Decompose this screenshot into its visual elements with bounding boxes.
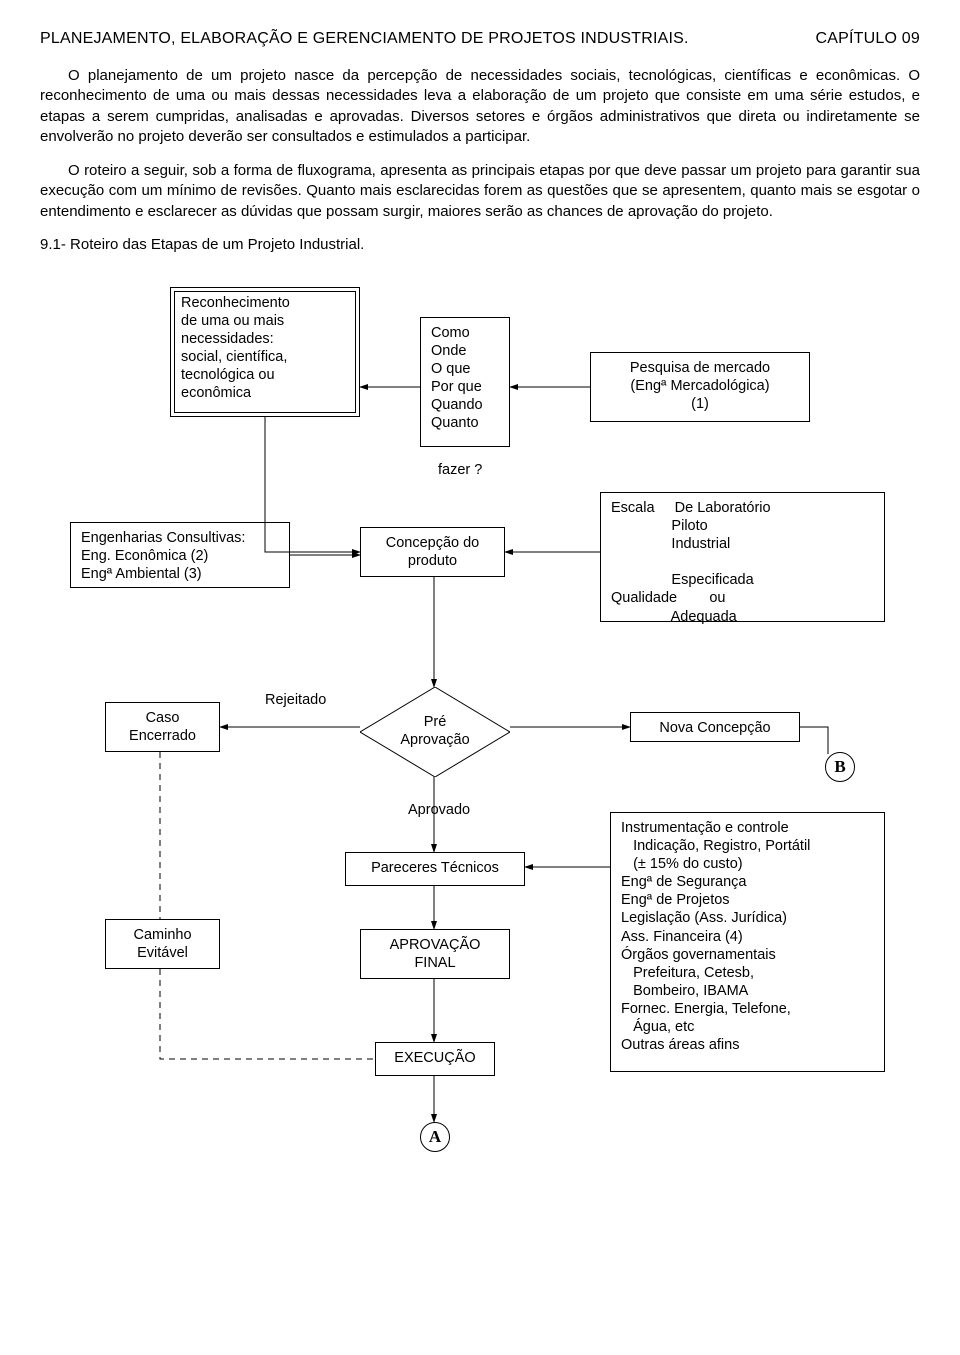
node-nova: Nova Concepção — [630, 712, 800, 742]
node-exec: EXECUÇÃO — [375, 1042, 495, 1076]
section-title: 9.1- Roteiro das Etapas de um Projeto In… — [40, 236, 920, 253]
paragraph-1: O planejamento de um projeto nasce da pe… — [40, 66, 920, 147]
node-escala: Escala De Laboratório Piloto Industrial … — [600, 492, 885, 622]
decision-pre: PréAprovação — [360, 687, 510, 777]
node-caso: CasoEncerrado — [105, 702, 220, 752]
connector-a: A — [420, 1122, 450, 1152]
header-left: PLANEJAMENTO, ELABORAÇÃO E GERENCIAMENTO… — [40, 30, 689, 48]
node-consult: Engenharias Consultivas:Eng. Econômica (… — [70, 522, 290, 588]
label-fazer: fazer ? — [438, 462, 482, 478]
node-evit: CaminhoEvitável — [105, 919, 220, 969]
node-concepcao: Concepção doproduto — [360, 527, 505, 577]
node-questions: ComoOndeO quePor queQuandoQuanto — [420, 317, 510, 447]
paragraph-2: O roteiro a seguir, sob a forma de fluxo… — [40, 161, 920, 222]
node-final: APROVAÇÃOFINAL — [360, 929, 510, 979]
node-inst: Instrumentação e controle Indicação, Reg… — [610, 812, 885, 1072]
node-pesquisa: Pesquisa de mercado(Engª Mercadológica)(… — [590, 352, 810, 422]
header-right: CAPÍTULO 09 — [816, 30, 920, 48]
connector-b: B — [825, 752, 855, 782]
label-aprov_lbl: Aprovado — [408, 802, 470, 818]
flowchart: Reconhecimentode uma ou maisnecessidades… — [50, 267, 930, 1327]
label-rej: Rejeitado — [265, 692, 326, 708]
page-header: PLANEJAMENTO, ELABORAÇÃO E GERENCIAMENTO… — [40, 30, 920, 48]
node-pareceres: Pareceres Técnicos — [345, 852, 525, 886]
node-start: Reconhecimentode uma ou maisnecessidades… — [170, 287, 360, 417]
